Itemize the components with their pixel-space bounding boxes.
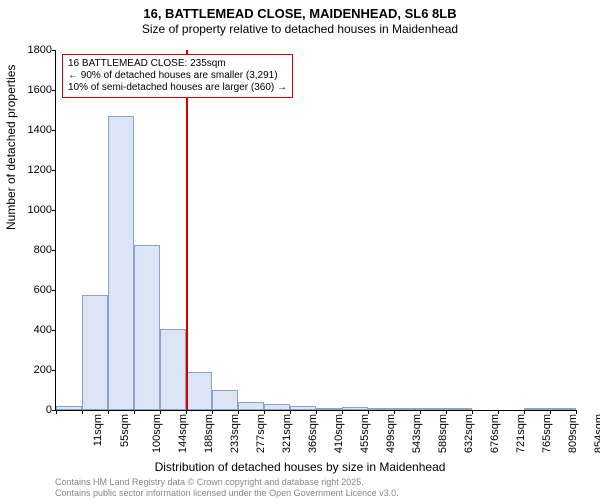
y-tick-mark (52, 210, 56, 211)
x-tick-mark (550, 410, 551, 414)
histogram-bar (290, 406, 316, 410)
x-tick-mark (394, 410, 395, 414)
x-tick-label: 100sqm (151, 414, 163, 453)
histogram-bar (446, 408, 472, 410)
x-tick-mark (108, 410, 109, 414)
x-tick-label: 632sqm (463, 414, 475, 453)
x-tick-mark (446, 410, 447, 414)
y-tick-mark (52, 330, 56, 331)
histogram-bar (56, 406, 82, 410)
histogram-bar (394, 408, 420, 410)
histogram-bar (316, 408, 342, 410)
chart-container: 16, BATTLEMEAD CLOSE, MAIDENHEAD, SL6 8L… (0, 0, 600, 500)
reference-line (186, 50, 188, 410)
y-tick-mark (52, 90, 56, 91)
annotation-line-2: ← 90% of detached houses are smaller (3,… (68, 70, 287, 82)
x-tick-label: 144sqm (177, 414, 189, 453)
histogram-bar (108, 116, 134, 410)
x-tick-label: 410sqm (333, 414, 345, 453)
x-tick-label: 543sqm (411, 414, 423, 453)
x-tick-mark (82, 410, 83, 414)
histogram-bar (342, 407, 368, 410)
plot-area: 02004006008001000120014001600180011sqm55… (55, 50, 576, 411)
histogram-bar (368, 408, 394, 410)
x-tick-label: 765sqm (541, 414, 553, 453)
histogram-bar (186, 372, 212, 410)
chart-title: 16, BATTLEMEAD CLOSE, MAIDENHEAD, SL6 8L… (0, 6, 600, 21)
annotation-line-3: 10% of semi-detached houses are larger (… (68, 82, 287, 94)
y-tick-mark (52, 250, 56, 251)
x-tick-mark (342, 410, 343, 414)
y-axis-label: Number of detached properties (4, 65, 18, 230)
x-tick-label: 11sqm (92, 414, 104, 446)
histogram-bar (238, 402, 264, 410)
x-tick-label: 321sqm (281, 414, 293, 453)
footer-line-1: Contains HM Land Registry data © Crown c… (55, 477, 399, 487)
x-tick-mark (420, 410, 421, 414)
histogram-bar (524, 408, 550, 410)
histogram-bar (134, 245, 160, 410)
histogram-bar (264, 404, 290, 410)
x-tick-mark (576, 410, 577, 414)
x-tick-label: 809sqm (567, 414, 579, 453)
x-tick-mark (238, 410, 239, 414)
x-tick-label: 366sqm (307, 414, 319, 453)
x-tick-mark (290, 410, 291, 414)
x-tick-label: 188sqm (203, 414, 215, 453)
histogram-bar (420, 408, 446, 410)
histogram-bar (550, 408, 576, 410)
histogram-bar (160, 329, 186, 410)
footer-attribution: Contains HM Land Registry data © Crown c… (55, 477, 399, 498)
x-tick-mark (524, 410, 525, 414)
x-tick-label: 854sqm (593, 414, 600, 453)
x-tick-label: 233sqm (229, 414, 241, 453)
x-tick-label: 277sqm (255, 414, 267, 453)
x-tick-mark (472, 410, 473, 414)
x-tick-mark (160, 410, 161, 414)
y-tick-mark (52, 50, 56, 51)
x-tick-label: 676sqm (489, 414, 501, 453)
x-tick-mark (316, 410, 317, 414)
annotation-box: 16 BATTLEMEAD CLOSE: 235sqm ← 90% of det… (62, 54, 293, 98)
x-tick-label: 499sqm (385, 414, 397, 453)
x-tick-mark (134, 410, 135, 414)
title-block: 16, BATTLEMEAD CLOSE, MAIDENHEAD, SL6 8L… (0, 0, 600, 36)
x-tick-label: 455sqm (359, 414, 371, 453)
histogram-bar (212, 390, 238, 410)
y-tick-mark (52, 130, 56, 131)
x-tick-label: 55sqm (119, 414, 131, 447)
y-tick-mark (52, 370, 56, 371)
x-tick-mark (186, 410, 187, 414)
y-tick-mark (52, 290, 56, 291)
x-tick-mark (498, 410, 499, 414)
x-tick-mark (56, 410, 57, 414)
annotation-line-1: 16 BATTLEMEAD CLOSE: 235sqm (68, 58, 287, 70)
y-tick-mark (52, 170, 56, 171)
x-tick-mark (264, 410, 265, 414)
x-tick-label: 721sqm (515, 414, 527, 453)
histogram-bar (82, 295, 108, 410)
footer-line-2: Contains public sector information licen… (55, 488, 399, 498)
chart-subtitle: Size of property relative to detached ho… (0, 22, 600, 36)
x-tick-mark (368, 410, 369, 414)
x-axis-label: Distribution of detached houses by size … (0, 460, 600, 474)
x-tick-mark (212, 410, 213, 414)
x-tick-label: 588sqm (437, 414, 449, 453)
